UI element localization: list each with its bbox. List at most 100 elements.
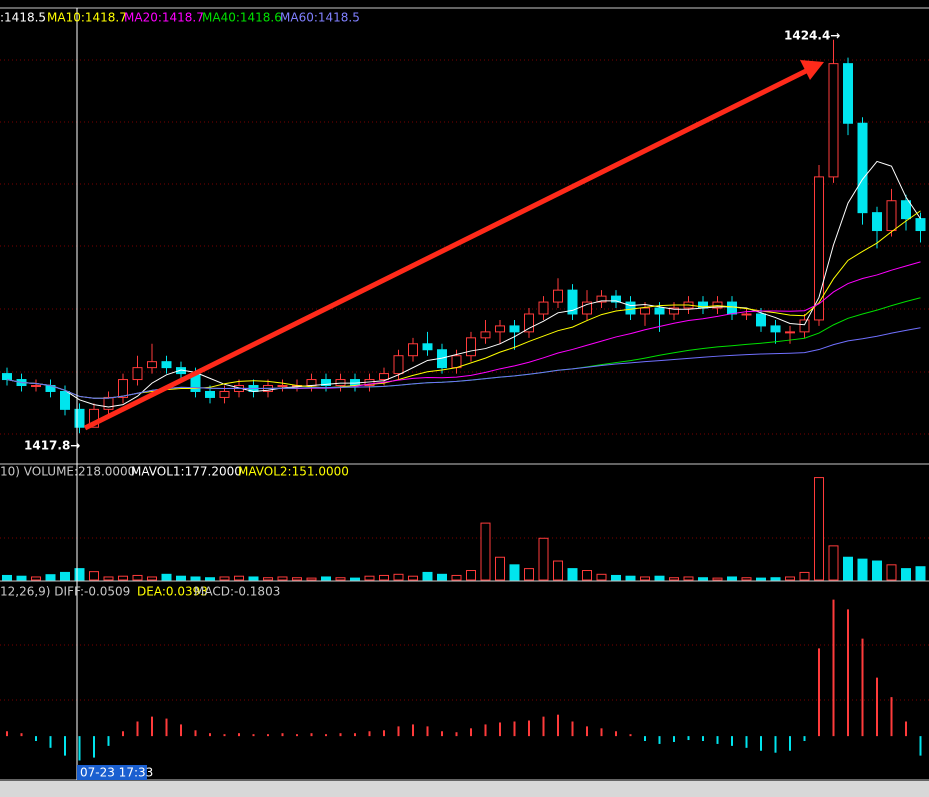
volume-bar xyxy=(74,568,85,581)
volume-bar xyxy=(118,575,128,581)
arrow xyxy=(83,67,810,431)
volume-bar xyxy=(524,568,534,581)
macd-label: DEA:0.0393 xyxy=(137,585,208,599)
volume-bar xyxy=(335,577,346,581)
volume-bar xyxy=(857,558,868,581)
candle-body xyxy=(756,313,766,327)
volume-bar xyxy=(466,570,476,581)
volume-bar xyxy=(45,574,56,581)
volume-bar xyxy=(60,571,70,581)
candle-body xyxy=(31,385,41,388)
candle-body xyxy=(915,218,926,232)
candle-body xyxy=(727,301,737,315)
volume-bar xyxy=(625,575,636,581)
candle-body xyxy=(582,301,592,315)
candle-body xyxy=(828,63,839,178)
volume-bar xyxy=(872,560,882,581)
status-bar xyxy=(0,781,929,797)
candle-body xyxy=(480,331,491,339)
candle-body xyxy=(843,63,853,124)
candle-body xyxy=(741,313,752,316)
volume-bar xyxy=(480,522,491,581)
volume-bar xyxy=(364,575,375,581)
candle-body xyxy=(205,390,215,398)
candle-body xyxy=(321,379,331,387)
candle-body xyxy=(886,200,897,232)
volume-bar xyxy=(393,573,404,581)
arrow-head xyxy=(800,60,824,80)
candle-body xyxy=(857,122,868,214)
volume-bar xyxy=(263,577,273,581)
volume-bar xyxy=(437,573,447,581)
volume-label: MAVOL2:151.0000 xyxy=(238,465,349,479)
volume-label: 10) VOLUME:218.0000 xyxy=(0,465,135,479)
volume-bar xyxy=(495,556,505,581)
volume-bar xyxy=(176,575,186,581)
ma-label: :1418.5 xyxy=(0,11,46,25)
volume-bar xyxy=(89,571,99,581)
candle-body xyxy=(495,325,505,333)
candle-body xyxy=(596,295,607,303)
candle-body xyxy=(654,307,665,315)
candle-body xyxy=(712,301,723,309)
volume-bar xyxy=(234,575,244,581)
volume-bar xyxy=(828,545,839,581)
volume-bar xyxy=(683,576,694,581)
volume-bar xyxy=(16,575,27,581)
ma-line xyxy=(6,160,921,408)
ma-line xyxy=(6,297,921,399)
candle-body xyxy=(2,373,12,381)
volume-bar xyxy=(567,568,578,581)
volume-bar xyxy=(2,574,12,581)
ma-label: MA10:1418.7 xyxy=(47,11,127,25)
candle-body xyxy=(161,361,172,369)
candle-body xyxy=(393,355,404,375)
volume-bar xyxy=(219,576,230,581)
volume-bar xyxy=(248,576,259,581)
volume-bar xyxy=(321,576,331,581)
candle-body xyxy=(524,313,534,333)
volume-bar xyxy=(161,573,172,581)
volume-label: MAVOL1:177.2000 xyxy=(131,465,242,479)
candle-body xyxy=(118,379,128,398)
ma-label: MA20:1418.7 xyxy=(124,11,204,25)
candle-body xyxy=(553,289,563,303)
volume-bar xyxy=(727,576,737,581)
candle-body xyxy=(538,301,549,315)
candle-body xyxy=(669,307,679,315)
candle-body xyxy=(89,408,99,428)
volume-bar xyxy=(785,576,795,581)
candle-body xyxy=(306,379,317,387)
volume-bar xyxy=(132,574,143,581)
volume-bar xyxy=(611,574,621,581)
ma-line xyxy=(6,261,921,399)
candle-body xyxy=(901,200,911,220)
volume-bar xyxy=(408,575,418,581)
volume-bar xyxy=(712,577,723,581)
low-label: 1417.8→ xyxy=(24,439,80,453)
volume-bar xyxy=(640,576,650,581)
volume-bar xyxy=(654,575,665,581)
macd-label: 12,26,9) DIFF:-0.0509 xyxy=(0,585,130,599)
candle-body xyxy=(379,373,389,381)
volume-bar xyxy=(509,564,520,581)
volume-bar xyxy=(277,576,288,581)
volume-bar xyxy=(350,577,360,581)
candle-body xyxy=(625,301,636,315)
candle-body xyxy=(567,289,578,315)
volume-bar xyxy=(901,568,911,581)
candle-body xyxy=(422,343,433,351)
volume-bar xyxy=(741,577,752,581)
candle-body xyxy=(872,212,882,232)
volume-bar xyxy=(756,577,766,581)
ma-line xyxy=(6,327,921,399)
candle-body xyxy=(451,355,462,369)
volume-bar xyxy=(814,477,824,581)
high-label: 1424.4→ xyxy=(784,29,840,43)
cursor-time: 07-23 17:33 xyxy=(80,766,153,780)
volume-bar xyxy=(451,574,462,581)
volume-bar xyxy=(306,577,317,581)
candle-body xyxy=(277,385,288,388)
macd-label: MACD:-0.1803 xyxy=(194,585,280,599)
